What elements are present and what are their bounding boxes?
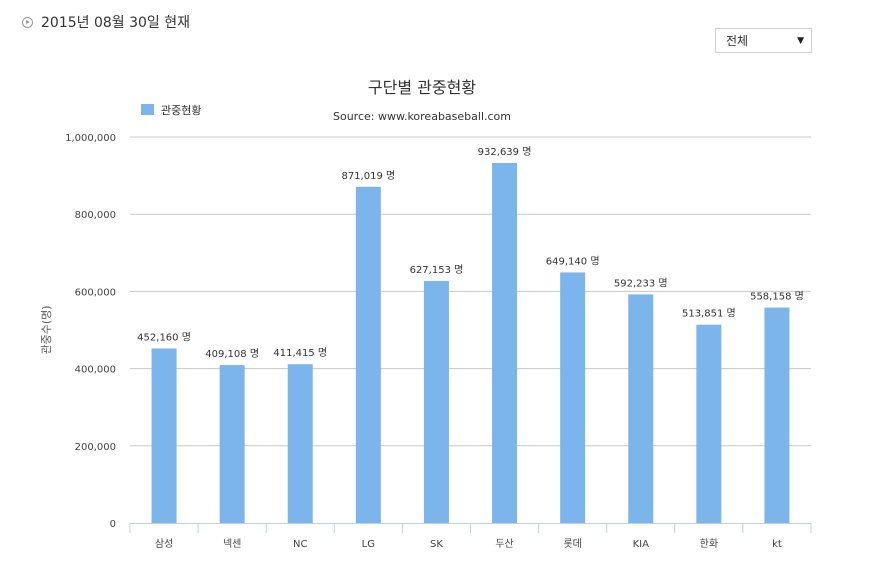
data-label: 558,158 명	[750, 291, 804, 303]
date-text: 2015년 08월 30일 현재	[41, 15, 191, 31]
chart-title: 구단별 관중현황	[368, 78, 476, 97]
legend-swatch	[141, 104, 154, 115]
y-axis-ticks: 0 200,000 400,000 600,000 800,000 1,000,000	[65, 133, 116, 530]
y-tick-label: 0	[110, 519, 116, 530]
legend-label: 관중현황	[161, 104, 201, 117]
x-tick-label: KIA	[633, 539, 650, 550]
y-tick-label: 400,000	[75, 365, 116, 376]
x-tick-label: 넥센	[223, 538, 241, 550]
date-row: 2015년 08월 30일 현재	[22, 12, 190, 32]
data-label: 513,851 명	[682, 308, 736, 320]
play-circle-icon	[22, 16, 33, 28]
data-label: 411,415 명	[273, 347, 327, 359]
y-tick-label: 600,000	[75, 287, 116, 298]
bar[interactable]	[423, 280, 449, 523]
x-tick-label: 한화	[700, 538, 718, 550]
data-label: 409,108 명	[205, 348, 259, 360]
x-tick-label: kt	[772, 539, 782, 550]
bar[interactable]	[219, 365, 245, 523]
chart-subtitle: Source: www.koreabaseball.com	[333, 110, 511, 123]
filter-value: 전체	[726, 34, 749, 48]
legend[interactable]: 관중현황	[141, 104, 201, 117]
bar[interactable]	[492, 163, 518, 523]
bar[interactable]	[151, 348, 177, 523]
bar[interactable]	[764, 307, 790, 523]
data-label: 592,233 명	[614, 277, 668, 289]
x-tick-label: 두산	[495, 538, 513, 550]
bars	[151, 163, 790, 523]
bar[interactable]	[355, 186, 381, 523]
data-label: 452,160 명	[137, 331, 191, 343]
x-tick-label: 롯데	[563, 538, 581, 550]
data-labels: 452,160 명 409,108 명 411,415 명 871,019 명 627,…	[137, 146, 804, 360]
bar[interactable]	[696, 324, 722, 523]
team-filter-select[interactable]: 전체 ▼	[715, 28, 812, 53]
x-axis: 삼성 넥센 NC LG SK 두산 롯데 KIA 한화 kt	[129, 523, 812, 550]
y-axis-title: 관중수(명)	[40, 305, 53, 354]
y-tick-label: 200,000	[75, 442, 116, 453]
x-tick-label: SK	[430, 539, 443, 550]
data-label: 871,019 명	[341, 170, 395, 182]
y-tick-label: 1,000,000	[65, 133, 116, 144]
x-tick-label: 삼성	[155, 538, 173, 550]
bar[interactable]	[560, 272, 586, 523]
y-tick-label: 800,000	[75, 210, 116, 221]
data-label: 649,140 명	[546, 255, 600, 267]
data-label: 627,153 명	[410, 264, 464, 276]
dropdown-arrow-icon: ▼	[797, 35, 804, 46]
bar[interactable]	[287, 364, 313, 523]
x-tick-label: LG	[362, 539, 375, 550]
x-tick-label: NC	[293, 539, 307, 550]
bar[interactable]	[628, 294, 654, 523]
data-label: 932,639 명	[478, 146, 532, 158]
